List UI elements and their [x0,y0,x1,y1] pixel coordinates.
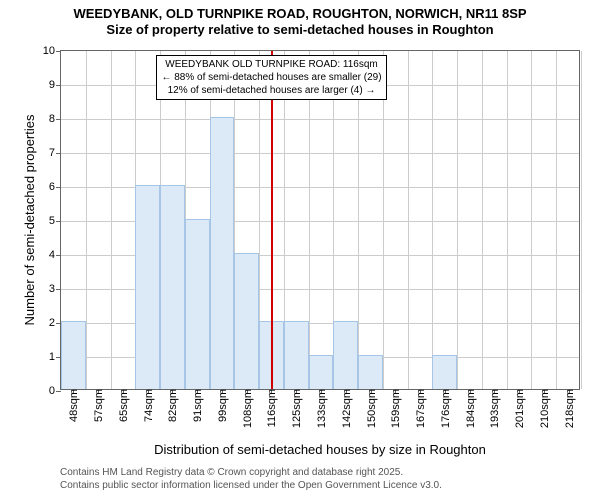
y-tick-mark [56,85,61,86]
x-tick-label: 125sqm [289,389,303,428]
x-tick-label: 142sqm [339,389,353,428]
grid-line-y [61,153,579,154]
y-tick-mark [56,51,61,52]
y-axis-title: Number of semi-detached properties [22,50,37,390]
x-tick-label: 184sqm [463,389,477,428]
y-tick-mark [56,255,61,256]
x-tick-label: 218sqm [562,389,576,428]
histogram-bar [185,219,210,389]
histogram-bar [135,185,160,389]
y-tick-mark [56,391,61,392]
grid-line-x [556,51,557,389]
grid-line-x [383,51,384,389]
x-tick-label: 210sqm [537,389,551,428]
histogram-bar [333,321,358,389]
annotation-box: WEEDYBANK OLD TURNPIKE ROAD: 116sqm← 88%… [156,55,386,100]
histogram-bar [309,355,334,389]
grid-line-x [432,51,433,389]
x-tick-label: 74sqm [141,389,155,422]
y-tick-mark [56,153,61,154]
x-tick-label: 65sqm [116,389,130,422]
footer-attribution: Contains HM Land Registry data © Crown c… [60,466,442,492]
x-tick-label: 201sqm [512,389,526,428]
footer-line2: Contains public sector information licen… [60,479,442,492]
annotation-line2: ← 88% of semi-detached houses are smalle… [161,71,381,84]
y-tick-mark [56,119,61,120]
chart-title: WEEDYBANK, OLD TURNPIKE ROAD, ROUGHTON, … [0,6,600,39]
reference-line [271,51,273,389]
x-tick-label: 176sqm [438,389,452,428]
grid-line-x [86,51,87,389]
title-line2: Size of property relative to semi-detach… [0,22,600,38]
grid-line-x [358,51,359,389]
y-tick-mark [56,289,61,290]
annotation-line1: WEEDYBANK OLD TURNPIKE ROAD: 116sqm [161,58,381,71]
grid-line-x [531,51,532,389]
grid-line-x [309,51,310,389]
plot-area: 01234567891048sqm57sqm65sqm74sqm82sqm91s… [60,50,580,390]
footer-line1: Contains HM Land Registry data © Crown c… [60,466,442,479]
histogram-bar [210,117,235,389]
y-tick-mark [56,187,61,188]
grid-line-x [482,51,483,389]
grid-line-x [111,51,112,389]
grid-line-x [507,51,508,389]
histogram-bar [61,321,86,389]
grid-line-x [408,51,409,389]
grid-line-x [457,51,458,389]
x-axis-title: Distribution of semi-detached houses by … [60,442,580,457]
x-tick-label: 193sqm [487,389,501,428]
x-tick-label: 91sqm [190,389,204,422]
title-line1: WEEDYBANK, OLD TURNPIKE ROAD, ROUGHTON, … [0,6,600,22]
x-tick-label: 150sqm [364,389,378,428]
x-tick-label: 82sqm [165,389,179,422]
histogram-bar [160,185,185,389]
y-tick-mark [56,221,61,222]
x-tick-label: 57sqm [91,389,105,422]
histogram-bar [358,355,383,389]
x-tick-label: 48sqm [66,389,80,422]
x-tick-label: 167sqm [413,389,427,428]
x-tick-label: 108sqm [240,389,254,428]
grid-line-x [581,51,582,389]
histogram-bar [234,253,259,389]
x-tick-label: 133sqm [314,389,328,428]
grid-line-y [61,119,579,120]
histogram-bar [432,355,457,389]
x-tick-label: 99sqm [215,389,229,422]
x-tick-label: 159sqm [388,389,402,428]
x-tick-label: 116sqm [264,389,278,427]
histogram-bar [284,321,309,389]
annotation-line3: 12% of semi-detached houses are larger (… [161,84,381,97]
